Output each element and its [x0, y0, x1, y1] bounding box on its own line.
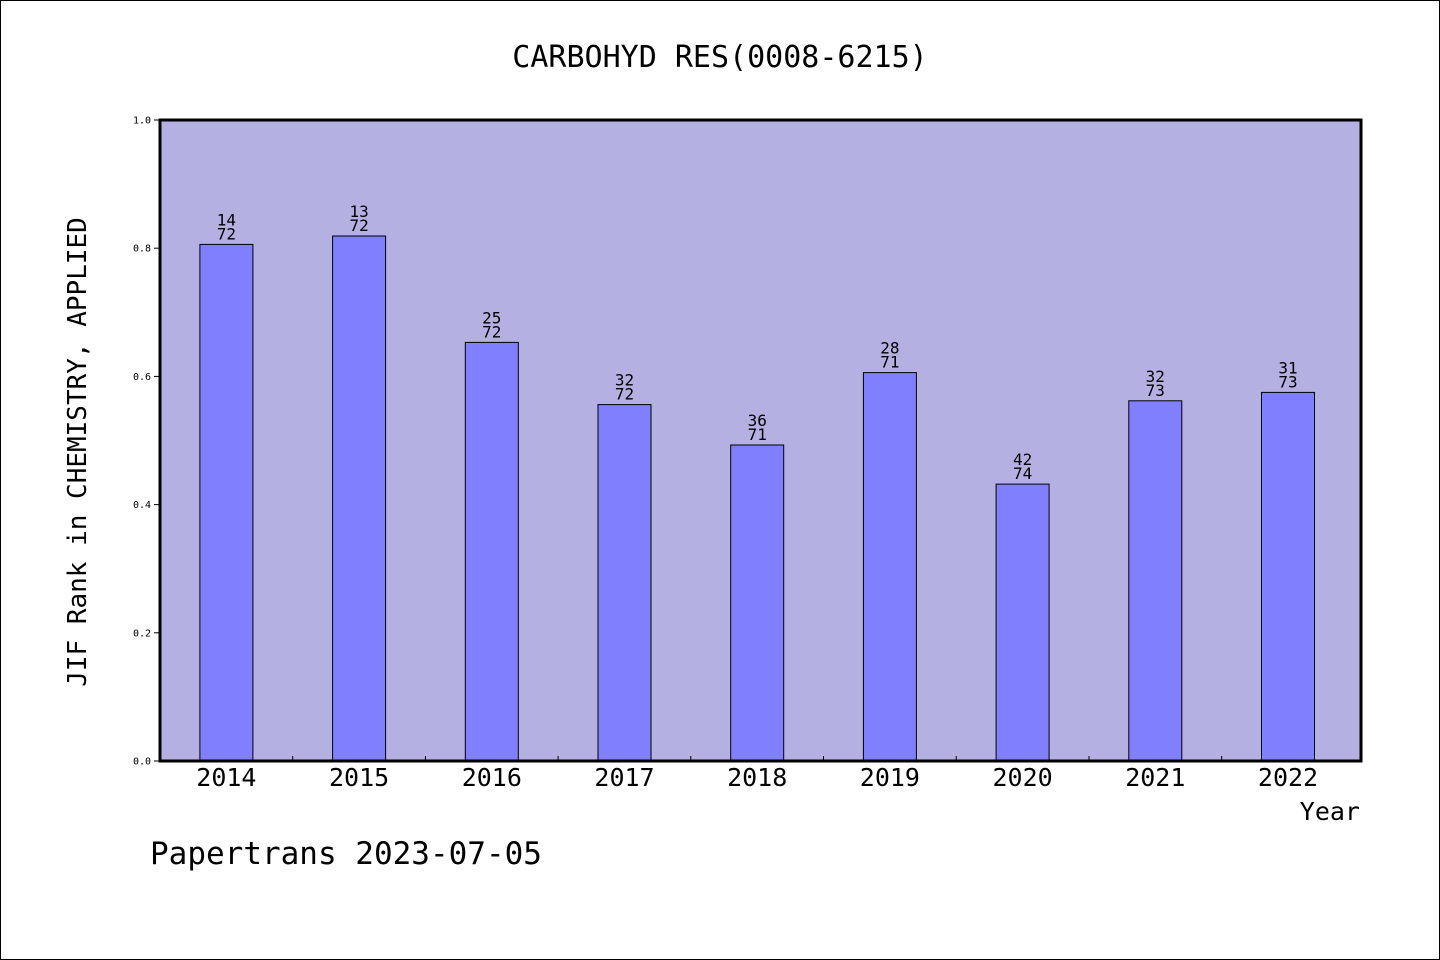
bar-rank-label: 25 — [482, 308, 501, 327]
bar-2021 — [1128, 400, 1183, 762]
bar-rank-label: 28 — [880, 339, 899, 358]
bar-rank-label: 32 — [615, 371, 634, 390]
bar-2016 — [464, 341, 519, 762]
bar-total-label: 73 — [1278, 372, 1297, 391]
y-tick-label: 1.0 — [133, 116, 151, 127]
x-tick-label-2015: 2015 — [329, 763, 389, 792]
y-tick-label: 0.4 — [133, 500, 151, 511]
x-tick-label-2019: 2019 — [860, 763, 920, 792]
plot-border — [158, 118, 1363, 763]
x-tick-label-2016: 2016 — [462, 763, 522, 792]
bar-total-label: 72 — [217, 224, 236, 243]
y-tick-label: 0.2 — [133, 628, 151, 639]
bar-total-label: 71 — [880, 353, 899, 372]
bar-rank-label: 42 — [1013, 450, 1032, 469]
bar-rank-label: 36 — [748, 411, 767, 430]
bar-2017 — [597, 404, 652, 762]
bar-rank-label: 32 — [1146, 367, 1165, 386]
x-tick-label-2021: 2021 — [1125, 763, 1185, 792]
bars-group — [199, 235, 1315, 762]
bar-rank-label: 31 — [1278, 358, 1297, 377]
footer-note: Papertrans 2023-07-05 — [150, 836, 542, 872]
bar-2019 — [862, 372, 917, 762]
y-tick-label: 0.0 — [133, 757, 151, 768]
bar-rank-label: 14 — [217, 210, 236, 229]
x-tick-label-2018: 2018 — [727, 763, 787, 792]
x-axis-title: Year — [1300, 797, 1360, 826]
bar-total-label: 72 — [349, 216, 368, 235]
y-axis-title: JIF Rank in CHEMISTRY, APPLIED — [63, 217, 93, 687]
bar-total-label: 72 — [482, 322, 501, 341]
bar-total-label: 74 — [1013, 464, 1032, 483]
x-tick-label-2017: 2017 — [594, 763, 654, 792]
chart-title: CARBOHYD RES(0008-6215) — [512, 40, 927, 75]
bar-2014 — [199, 243, 254, 762]
y-tick-label: 0.6 — [133, 372, 151, 383]
bar-2020 — [995, 483, 1050, 762]
bar-2015 — [332, 235, 387, 762]
x-tick-label-2020: 2020 — [992, 763, 1052, 792]
x-axis: 2014 2015 2016 2017 2018 2019 2020 2021 2022 — [196, 756, 1318, 792]
y-axis: 0.0 0.2 0.4 0.6 0.8 1.0 — [133, 116, 160, 768]
bar-total-label: 73 — [1146, 381, 1165, 400]
bar-2018 — [730, 444, 785, 762]
bar-2022 — [1261, 391, 1315, 762]
bar-total-label: 72 — [615, 385, 634, 404]
bar-rank-label: 13 — [349, 202, 368, 221]
y-tick-label: 0.8 — [133, 244, 151, 255]
x-tick-label-2022: 2022 — [1258, 763, 1318, 792]
x-tick-label-2014: 2014 — [196, 763, 256, 792]
bar-total-label: 71 — [748, 425, 767, 444]
